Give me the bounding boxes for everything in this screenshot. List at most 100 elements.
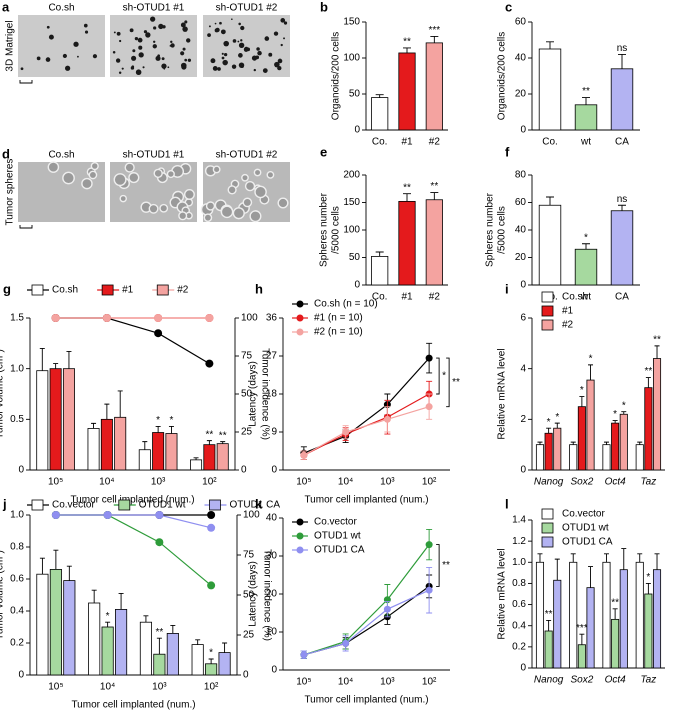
y-tick-label: 0 [520, 465, 526, 476]
y2-tick-label: 50 [243, 590, 255, 601]
organoid [153, 26, 157, 30]
y-tick-label: 0 [18, 465, 24, 476]
error-bar [618, 53, 626, 69]
y-tick-label: 200 [343, 170, 360, 181]
bar [611, 422, 620, 471]
error-bar [570, 441, 576, 445]
scale-bar [19, 225, 33, 229]
y-axis-label: Latency (days) [248, 361, 259, 427]
organoid [92, 54, 98, 59]
legend-swatch [101, 284, 114, 296]
organoid [83, 23, 88, 28]
organoid [207, 33, 211, 38]
error-bar [603, 441, 609, 445]
y-axis-label: Spheres number [485, 192, 496, 267]
incidence-point [51, 511, 60, 519]
bar [101, 626, 114, 676]
error-bar [603, 553, 609, 563]
error-bar [403, 47, 411, 53]
bar [425, 199, 443, 286]
error-bar [582, 243, 590, 250]
error-bar [637, 441, 643, 445]
legend-label: Co.sh [52, 285, 78, 296]
sphere [153, 168, 163, 179]
image-label: sh-OTUD1 #2 [216, 3, 278, 14]
x-tick-label: Taz [640, 477, 656, 488]
y-axis-label: /5000 cells [331, 206, 342, 254]
sphere [242, 197, 253, 208]
sphere [249, 210, 262, 223]
chart-panel: c 0 20 40 60 Organoids/200 cells Co. wt CA ** ns [497, 0, 640, 148]
error-bar [375, 94, 384, 98]
incidence-point [155, 511, 164, 519]
sphere [183, 189, 195, 200]
significance: ** [219, 430, 227, 441]
error-bar [546, 196, 554, 206]
bar [398, 52, 416, 131]
significance: ** [653, 335, 661, 346]
y-tick-label: 27 [266, 351, 278, 362]
organoid [264, 36, 270, 41]
legend-swatch [541, 291, 554, 303]
x-tick-label: wt [580, 292, 591, 303]
incidence-point [51, 314, 60, 322]
x-tick-label: #1 [401, 137, 413, 148]
significance: * [613, 409, 617, 420]
organoid [274, 61, 280, 68]
organoid [238, 22, 241, 26]
legend-marker [296, 314, 304, 322]
legend-label: #1 [562, 306, 574, 317]
organoid [131, 55, 137, 61]
organoid [170, 43, 175, 48]
panel-letter: a [2, 0, 10, 14]
organoid [132, 49, 136, 53]
organoid [222, 59, 228, 66]
y-tick-label: 0 [271, 665, 277, 676]
panel-letter: j [2, 496, 7, 511]
x-tick-label: #1 [401, 292, 413, 303]
image-row-label: Tumor spheres [5, 159, 16, 226]
y-tick-label: 0.4 [10, 606, 24, 617]
sphere [88, 170, 98, 180]
sphere [227, 185, 237, 195]
legend-label: Co.vector [562, 509, 605, 520]
incidence-point [207, 523, 216, 532]
error-bar [654, 345, 660, 359]
x-tick-label: Taz [640, 675, 656, 686]
sphere [205, 201, 216, 211]
error-bar [426, 342, 433, 374]
organoid [116, 31, 121, 36]
sphere [244, 180, 256, 192]
x-tick-label: 10⁵ [48, 682, 63, 693]
y-tick-label: 0.5 [10, 414, 24, 425]
sphere [128, 172, 140, 184]
organoid [119, 39, 122, 43]
annotation: * [442, 371, 446, 382]
error-bar [39, 347, 45, 371]
legend-swatch [541, 305, 554, 317]
bar [577, 644, 586, 669]
organoid [45, 57, 51, 62]
organoid [232, 39, 237, 43]
legend-swatch [31, 284, 44, 296]
micrograph [18, 15, 105, 77]
x-tick-label: wt [580, 137, 591, 148]
significance: * [646, 572, 650, 583]
bar [100, 418, 113, 471]
bar [602, 561, 611, 669]
error-bar [546, 427, 552, 434]
legend-marker [296, 518, 304, 526]
error-bar [170, 624, 176, 634]
y2-axis-label: Tumor incidence (%) [261, 549, 272, 641]
error-bar [612, 608, 618, 620]
organoid [280, 43, 283, 47]
error-bar [637, 553, 643, 563]
y-tick-label: 40 [266, 513, 278, 524]
error-bar [220, 441, 226, 444]
y-tick-label: 0.6 [512, 599, 526, 610]
x-tick-label: 10³ [151, 477, 166, 488]
incidence-line [55, 514, 212, 586]
organoid [184, 20, 188, 24]
incidence-point [103, 511, 112, 519]
organoid [221, 56, 225, 60]
